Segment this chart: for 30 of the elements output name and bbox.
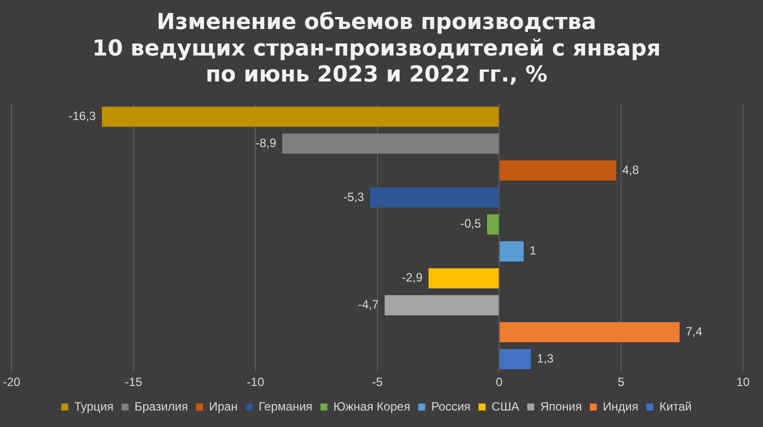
x-tick-label: -5 [372, 375, 383, 390]
x-tick-label: -10 [246, 375, 264, 390]
legend-label: Бразилия [134, 399, 188, 414]
x-tick-label: 0 [496, 375, 503, 390]
data-label: -0,5 [460, 216, 482, 231]
text: Изменение объемов производства [156, 10, 596, 35]
data-label: -4,7 [358, 298, 379, 312]
x-tick-label: 5 [618, 375, 625, 390]
legend-label: Россия [431, 399, 471, 414]
legend-label: Южная Корея [333, 399, 410, 414]
text: 10 ведущих стран-производителей с января [92, 36, 661, 62]
legend-label: Турция [74, 399, 114, 414]
data-label: 7,4 [686, 324, 703, 339]
legend-label: Германия [258, 399, 312, 414]
text: по июнь 2023 и 2022 гг., % [206, 62, 548, 88]
legend-label: Китай [659, 399, 692, 414]
data-label: -8,9 [256, 136, 277, 150]
x-tick-label: 10 [736, 375, 750, 390]
x-tick-label: -15 [124, 375, 143, 390]
legend-label: Иран [209, 399, 238, 414]
data-label: 1 [530, 244, 537, 258]
legend-label: США [492, 399, 520, 414]
x-tick-label: -20 [3, 375, 21, 390]
data-label: -2,9 [402, 270, 423, 285]
legend-label: Япония [540, 399, 582, 414]
data-label: 1,3 [536, 351, 554, 366]
data-label: 4,8 [622, 162, 640, 177]
legend-label: Индия [602, 399, 638, 414]
data-label: -5,3 [343, 190, 364, 204]
data-label: -16,3 [68, 108, 96, 123]
